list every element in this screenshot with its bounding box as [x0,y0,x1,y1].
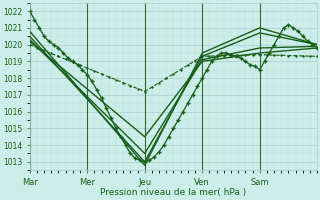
X-axis label: Pression niveau de la mer( hPa ): Pression niveau de la mer( hPa ) [100,188,247,197]
